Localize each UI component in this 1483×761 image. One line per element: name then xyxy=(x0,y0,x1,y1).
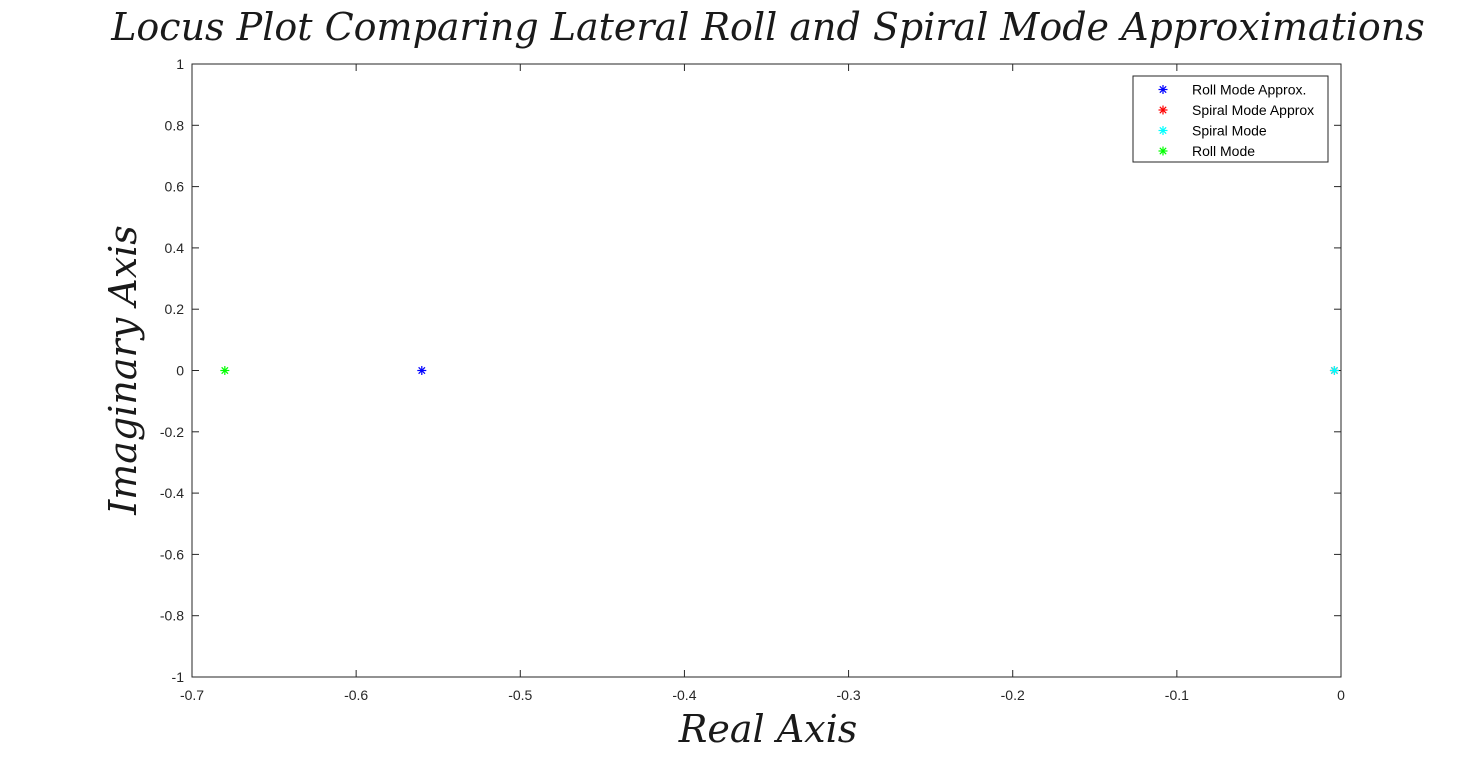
x-tick-label: -0.5 xyxy=(508,687,532,703)
legend-marker-2 xyxy=(1158,126,1168,135)
y-tick-label: -0.6 xyxy=(160,546,184,562)
x-tick-label: -0.1 xyxy=(1165,687,1189,703)
plot-frame xyxy=(191,63,1342,678)
legend-entry: Spiral Mode Approx xyxy=(1192,102,1314,118)
chart-title: Locus Plot Comparing Lateral Roll and Sp… xyxy=(110,5,1425,49)
legend: Roll Mode Approx. Spiral Mode Approx Spira… xyxy=(1132,75,1329,163)
x-tick-label: -0.2 xyxy=(1001,687,1025,703)
plot-area: -0.7 -0.6 -0.5 -0.4 -0.3 -0.2 -0.1 0 -1 -0.8 -0.6 -… xyxy=(160,56,1345,703)
legend-marker-0 xyxy=(1158,85,1168,94)
y-tick-label: 0.6 xyxy=(165,179,185,195)
x-tick-label: -0.6 xyxy=(344,687,368,703)
y-tick-label: 0.4 xyxy=(165,240,185,256)
x-tick-label: -0.7 xyxy=(180,687,204,703)
y-tick-label: -0.8 xyxy=(160,608,184,624)
legend-marker-3 xyxy=(1158,146,1168,156)
data-point-series-2 xyxy=(1329,366,1339,375)
y-tick-label: -0.2 xyxy=(160,424,184,440)
y-tick-label: 0.8 xyxy=(165,117,185,133)
y-axis-label: Imaginary Axis xyxy=(101,225,145,516)
data-point-series-3 xyxy=(220,366,230,375)
x-tick-label: -0.4 xyxy=(672,687,696,703)
x-axis-label: Real Axis xyxy=(678,707,858,751)
legend-entry: Spiral Mode xyxy=(1192,123,1267,139)
y-tick-label: -1 xyxy=(172,669,185,685)
legend-entry: Roll Mode xyxy=(1192,143,1255,159)
legend-marker-1 xyxy=(1158,105,1168,115)
data-point-series-0 xyxy=(417,366,427,375)
x-tick-label: -0.3 xyxy=(837,687,861,703)
y-tick-label: 0 xyxy=(176,363,184,379)
y-tick-label: -0.4 xyxy=(160,485,184,501)
x-tick-label: 0 xyxy=(1337,687,1345,703)
y-tick-label: 1 xyxy=(176,56,184,72)
legend-entry: Roll Mode Approx. xyxy=(1192,82,1306,98)
y-tick-label: 0.2 xyxy=(165,301,185,317)
